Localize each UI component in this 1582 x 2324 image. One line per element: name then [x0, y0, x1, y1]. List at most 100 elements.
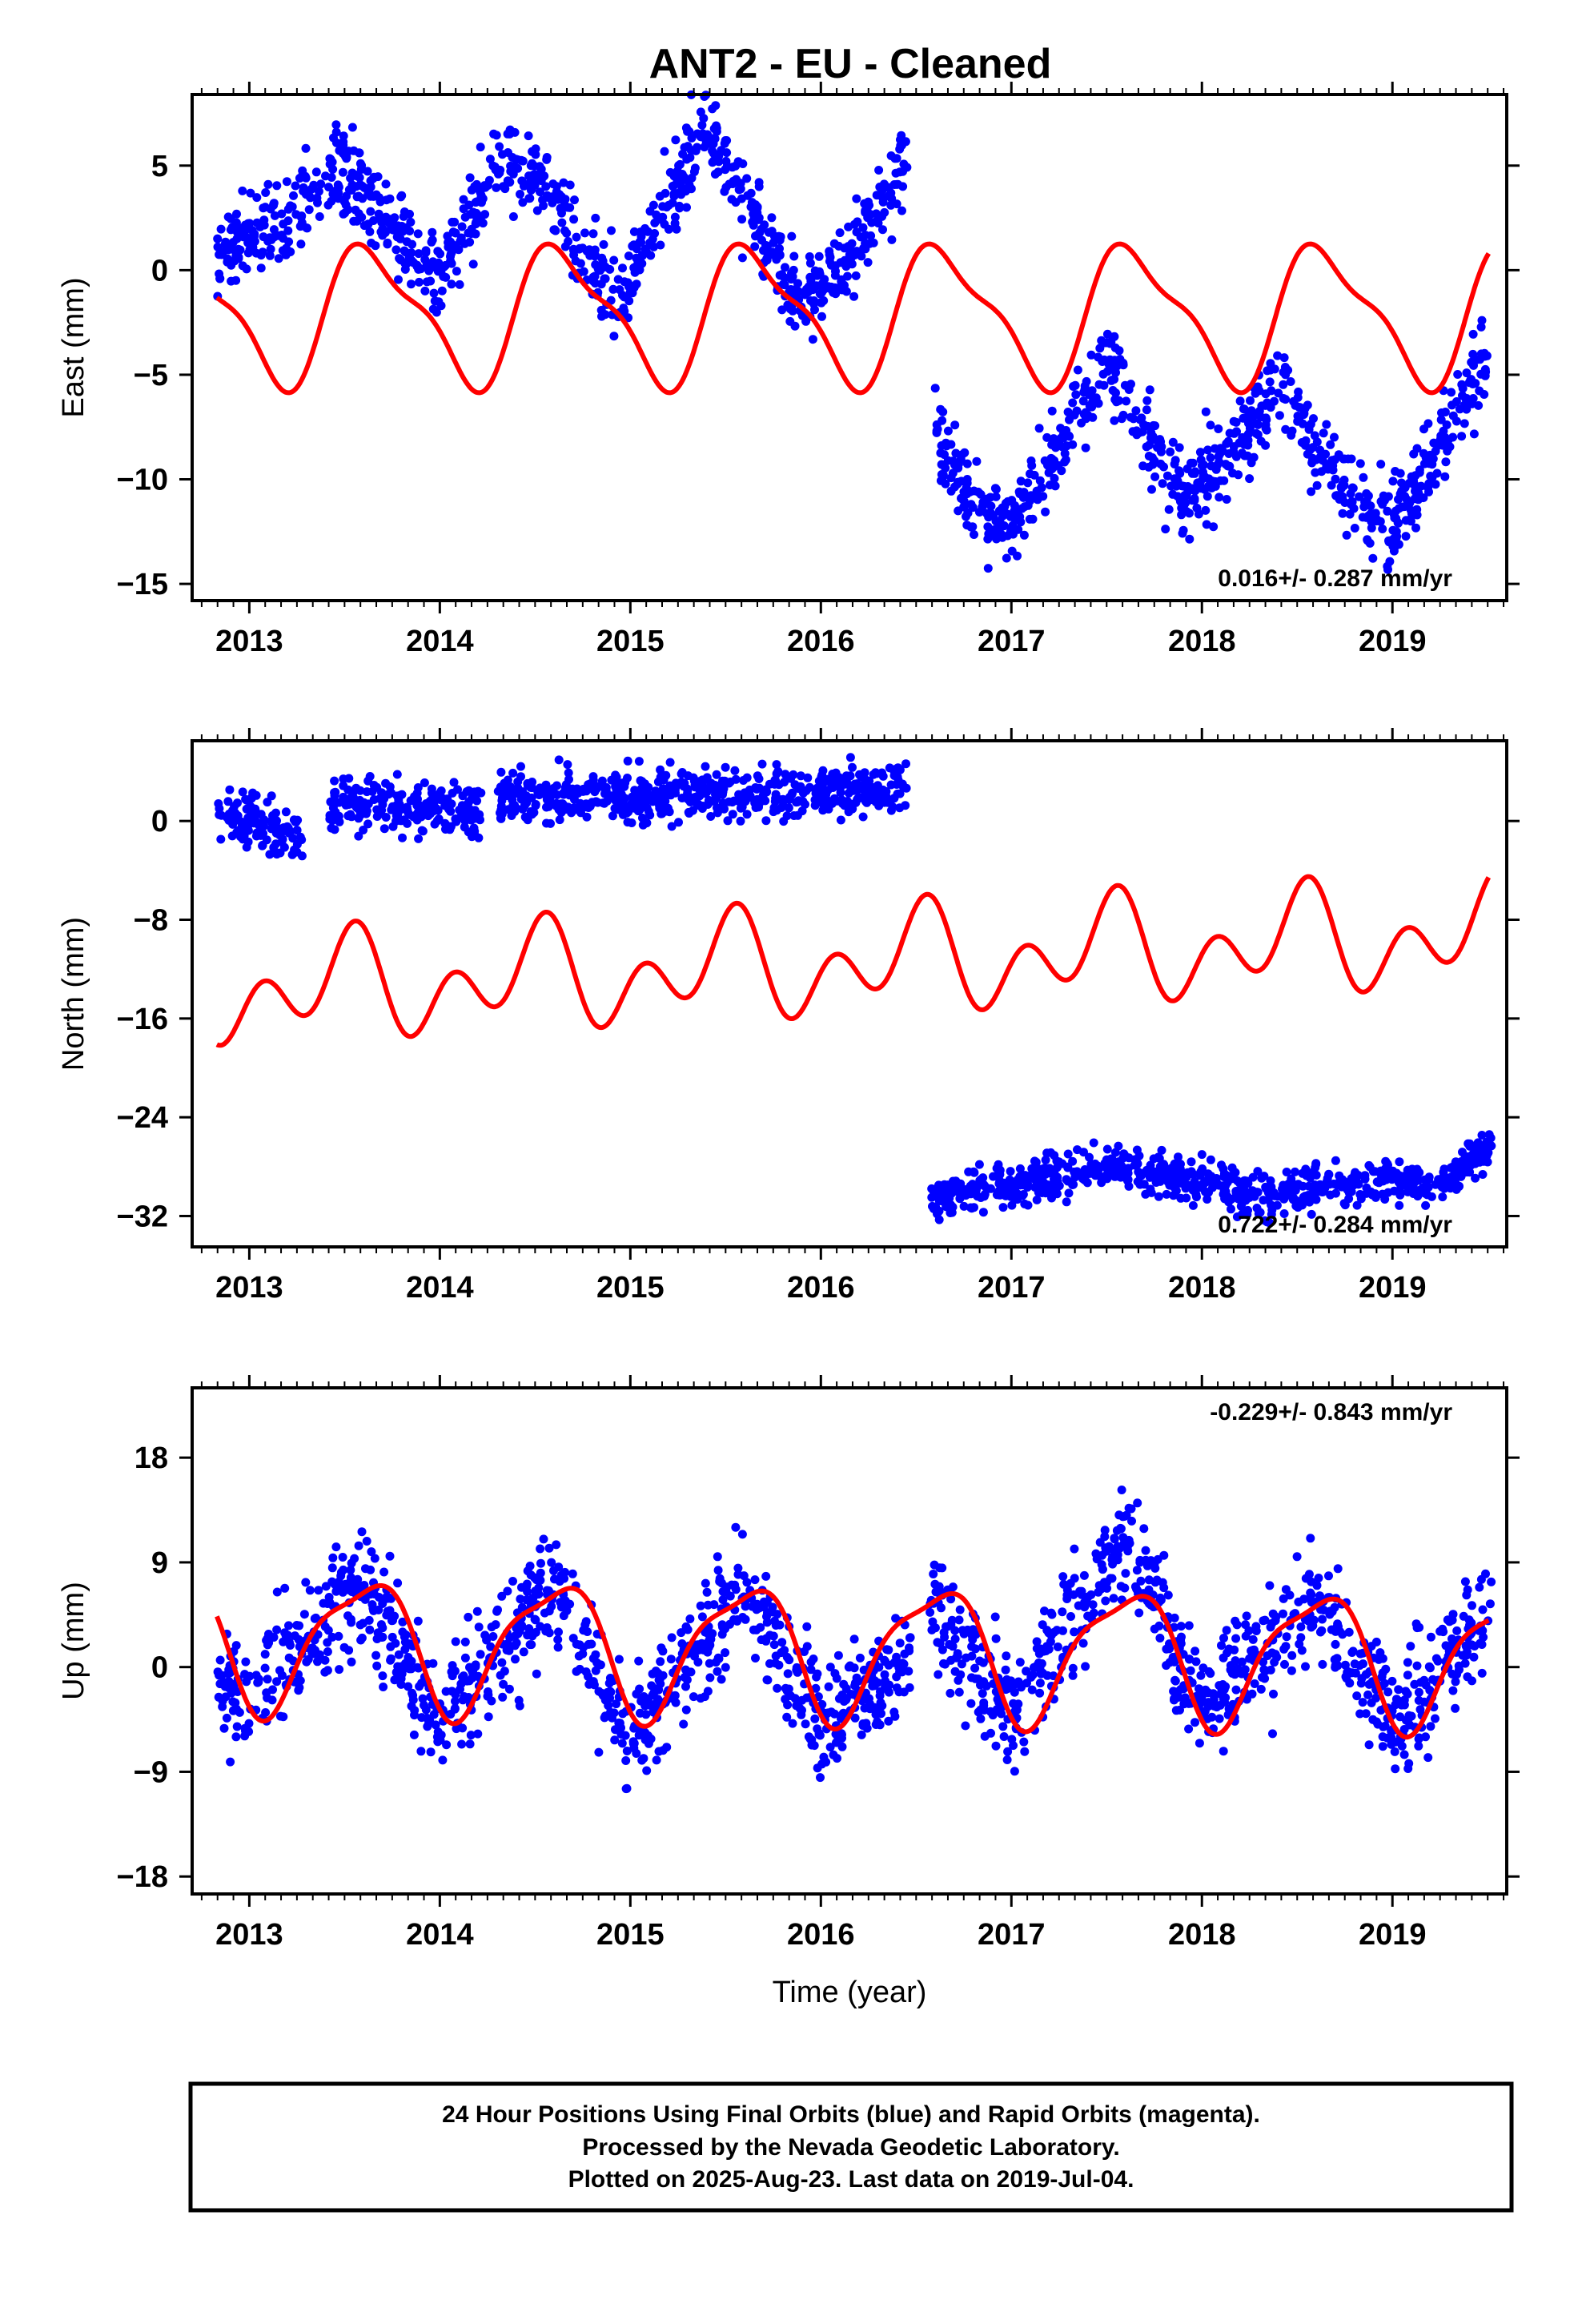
east-data-point	[1393, 518, 1403, 528]
east-data-point	[540, 171, 549, 181]
north-data-point	[1034, 1179, 1043, 1188]
east-data-point	[1436, 431, 1446, 440]
north-data-point	[634, 757, 644, 766]
north-data-point	[412, 801, 422, 810]
east-data-point	[789, 251, 799, 261]
up-data-point	[998, 1722, 1008, 1731]
east-data-point	[1203, 492, 1212, 501]
east-data-point	[761, 240, 770, 250]
east-data-point	[256, 263, 266, 273]
east-data-point	[950, 420, 960, 430]
east-data-point	[343, 147, 353, 156]
east-data-point	[1447, 388, 1456, 397]
east-data-point	[1273, 351, 1283, 360]
up-data-point	[1414, 1687, 1423, 1697]
east-data-point	[958, 450, 967, 460]
east-data-point	[1190, 494, 1199, 503]
east-data-point	[213, 234, 223, 243]
north-data-point	[793, 798, 802, 806]
east-data-point	[1388, 476, 1398, 486]
east-data-point	[1359, 472, 1368, 482]
up-data-point	[362, 1537, 371, 1546]
east-data-point	[1129, 414, 1138, 424]
east-data-point	[365, 227, 375, 236]
east-data-point	[787, 231, 797, 241]
up-data-point	[539, 1534, 548, 1544]
north-data-point	[929, 1204, 938, 1213]
up-data-point	[777, 1638, 787, 1647]
up-data-point	[331, 1542, 341, 1552]
east-data-point	[428, 304, 438, 314]
north-data-point	[1145, 1170, 1154, 1180]
east-data-point	[279, 219, 288, 229]
east-data-point	[1321, 449, 1331, 459]
up-data-point	[1331, 1639, 1340, 1649]
north-data-point	[895, 803, 905, 813]
up-data-point	[448, 1671, 457, 1681]
up-data-point	[702, 1587, 712, 1597]
east-data-point	[957, 476, 966, 486]
north-data-point	[1409, 1171, 1419, 1180]
east-data-point	[708, 104, 717, 114]
up-data-point	[892, 1683, 901, 1693]
up-data-point	[531, 1627, 540, 1637]
north-data-point	[541, 780, 551, 790]
east-data-point	[774, 231, 784, 241]
east-data-point	[415, 277, 424, 287]
east-data-point	[750, 242, 760, 251]
up-data-point	[314, 1586, 323, 1595]
east-data-point	[371, 190, 381, 199]
up-data-point	[456, 1679, 466, 1689]
north-data-point	[445, 825, 455, 834]
north-data-point	[356, 807, 366, 817]
east-y-tick-label: 0	[151, 254, 168, 287]
north-data-point	[584, 782, 593, 791]
up-data-point	[254, 1677, 263, 1687]
north-data-point	[363, 776, 373, 786]
east-data-point	[1261, 440, 1271, 450]
east-data-point	[1225, 428, 1235, 438]
east-data-point	[693, 143, 702, 152]
up-data-point	[354, 1541, 363, 1550]
east-data-point	[1305, 445, 1315, 455]
north-data-point	[511, 788, 520, 798]
east-data-point	[351, 170, 360, 179]
east-data-point	[1059, 433, 1069, 443]
east-data-point	[465, 173, 475, 183]
east-data-point	[1019, 488, 1029, 497]
up-data-point	[371, 1651, 381, 1660]
east-data-point	[238, 261, 247, 271]
north-data-point	[1217, 1160, 1226, 1170]
north-data-point	[1102, 1144, 1112, 1154]
east-data-point	[1380, 496, 1389, 505]
east-data-point	[1147, 485, 1156, 494]
up-data-point	[528, 1593, 538, 1602]
up-data-point	[370, 1554, 379, 1563]
east-data-point	[366, 207, 375, 216]
east-data-point	[1070, 410, 1079, 420]
north-data-point	[787, 790, 797, 799]
east-data-point	[742, 174, 752, 183]
up-data-point	[547, 1602, 556, 1611]
north-data-point	[706, 778, 716, 788]
east-data-point	[455, 279, 464, 289]
north-data-point	[240, 827, 250, 837]
north-data-point	[1395, 1157, 1404, 1167]
east-data-point	[1138, 461, 1148, 471]
east-data-point	[1042, 432, 1052, 442]
east-data-point	[731, 198, 741, 207]
north-y-tick-label: −8	[134, 904, 168, 938]
north-data-point	[1204, 1188, 1213, 1197]
east-data-point	[853, 217, 862, 227]
north-data-point	[656, 772, 665, 782]
east-data-point	[272, 181, 282, 191]
up-data-point	[222, 1713, 231, 1723]
north-data-point	[1199, 1177, 1209, 1187]
up-data-point	[797, 1695, 807, 1705]
up-data-point	[1292, 1552, 1302, 1562]
east-data-point	[420, 286, 430, 296]
east-data-point	[1153, 443, 1162, 452]
up-data-point	[1296, 1622, 1306, 1631]
east-data-point	[557, 218, 567, 227]
up-data-point	[401, 1663, 410, 1673]
